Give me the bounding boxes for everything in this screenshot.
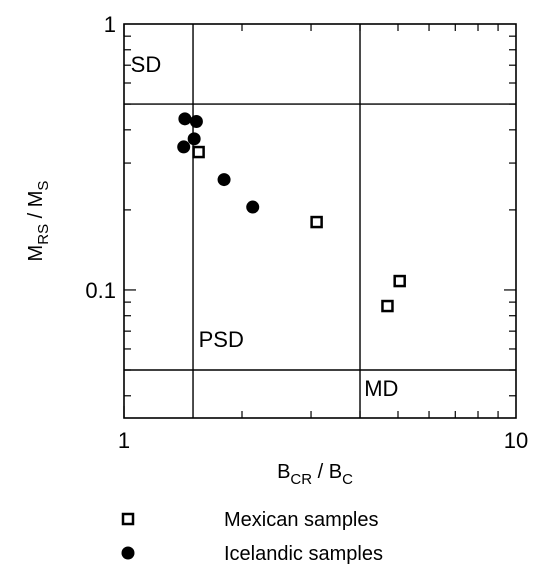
axis-title-text: / M bbox=[25, 191, 47, 224]
axis-title-subscript: CR bbox=[290, 471, 312, 488]
region-label-sd: SD bbox=[131, 52, 162, 77]
icelandic-sample-point-2 bbox=[189, 114, 203, 128]
y-tick-label: 0.1 bbox=[85, 278, 116, 303]
legend-label-icelandic: Icelandic samples bbox=[224, 543, 383, 565]
mexican-sample-point-4 bbox=[393, 274, 406, 288]
mexican-sample-point-3 bbox=[381, 299, 394, 313]
legend-label-mexican: Mexican samples bbox=[224, 509, 379, 531]
axis-title-text: B bbox=[277, 461, 290, 483]
region-label-psd: PSD bbox=[199, 327, 244, 352]
axis-title-text: M bbox=[25, 245, 47, 262]
icelandic-sample-point-5 bbox=[217, 173, 231, 187]
icelandic-sample-point-3 bbox=[187, 132, 201, 146]
icelandic-sample-point-4 bbox=[177, 140, 191, 154]
region-label-md: MD bbox=[364, 376, 398, 401]
axis-title-subscript: RS bbox=[35, 224, 52, 245]
y-tick-label: 1 bbox=[104, 12, 116, 37]
plot-frame bbox=[123, 23, 517, 419]
axis-title-subscript: C bbox=[342, 471, 353, 488]
axis-title-subscript: S bbox=[35, 181, 52, 191]
icelandic-sample-point-6 bbox=[246, 200, 260, 214]
mexican-sample-point-2 bbox=[310, 215, 323, 229]
x-axis-title: BCR / BC bbox=[277, 461, 353, 488]
x-tick-label: 1 bbox=[118, 428, 130, 453]
icelandic-sample-point-1 bbox=[178, 112, 192, 126]
mexican-sample-point-1 bbox=[192, 145, 205, 159]
legend-marker-icelandic bbox=[121, 546, 135, 560]
legend-marker-mexican bbox=[121, 512, 135, 526]
y-axis-title: MRS / MS bbox=[25, 181, 52, 262]
x-tick-label: 10 bbox=[504, 428, 528, 453]
axis-title-text: / B bbox=[312, 461, 342, 483]
